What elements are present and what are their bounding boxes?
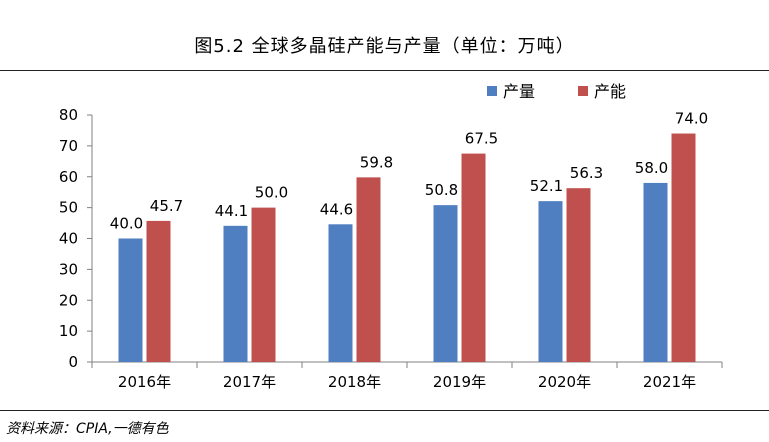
- data-label: 50.8: [425, 181, 458, 199]
- data-label: 67.5: [465, 130, 498, 148]
- bar-capacity: [671, 133, 696, 362]
- data-label: 56.3: [570, 164, 603, 182]
- legend: 产量 产能: [487, 82, 626, 101]
- bar-capacity: [146, 220, 171, 362]
- legend-swatch-production: [487, 86, 497, 96]
- legend-label-capacity: 产能: [594, 82, 626, 101]
- title-divider: [0, 70, 769, 71]
- bar-capacity: [566, 188, 591, 362]
- legend-swatch-capacity: [578, 86, 588, 96]
- data-label: 44.6: [320, 200, 353, 218]
- bar-production: [328, 224, 353, 362]
- bar-capacity: [461, 153, 486, 362]
- x-tick-label: 2020年: [538, 373, 591, 391]
- bar-production: [118, 238, 143, 362]
- data-label: 40.0: [110, 215, 143, 233]
- data-label: 50.0: [255, 184, 288, 202]
- y-tick-label: 40: [59, 230, 78, 248]
- x-axis: 2016年 2017年 2018年 2019年 2020年 2021年: [91, 361, 723, 391]
- x-tick-label: 2021年: [643, 373, 696, 391]
- source-note: 资料来源：CPIA,一德有色: [6, 421, 169, 437]
- x-tick-label: 2017年: [223, 373, 276, 391]
- bar-production: [433, 205, 458, 362]
- y-tick-label: 30: [59, 260, 78, 278]
- legend-label-production: 产量: [503, 82, 535, 101]
- bar-production: [538, 201, 563, 362]
- data-label: 45.7: [150, 197, 183, 215]
- y-tick-label: 0: [68, 353, 78, 371]
- bar-production: [223, 225, 248, 362]
- data-label: 44.1: [215, 202, 248, 220]
- y-tick-label: 50: [59, 199, 78, 217]
- bar-capacity: [356, 177, 381, 362]
- bar-capacity: [251, 207, 276, 362]
- chart-title: 图5.2 全球多晶硅产能与产量（单位：万吨）: [194, 36, 575, 57]
- x-tick-label: 2018年: [328, 373, 381, 391]
- source-divider: [0, 410, 769, 411]
- y-tick-label: 10: [59, 322, 78, 340]
- bars: 40.0 44.1 44.6 50.8 52.1 58.0 45.7 50.0 59.8 67.5…: [110, 110, 708, 362]
- data-label: 74.0: [675, 110, 708, 128]
- x-tick-label: 2019年: [433, 373, 486, 391]
- y-tick-label: 80: [59, 106, 78, 124]
- data-label: 59.8: [360, 153, 393, 171]
- y-tick-label: 20: [59, 291, 78, 309]
- bar-production: [643, 182, 668, 362]
- data-label: 58.0: [635, 159, 668, 177]
- y-tick-label: 60: [59, 168, 78, 186]
- x-tick-label: 2016年: [118, 373, 171, 391]
- y-tick-label: 70: [59, 137, 78, 155]
- y-axis: 0 10 20 30 40 50 60 70 80: [59, 106, 93, 371]
- data-label: 52.1: [530, 177, 563, 195]
